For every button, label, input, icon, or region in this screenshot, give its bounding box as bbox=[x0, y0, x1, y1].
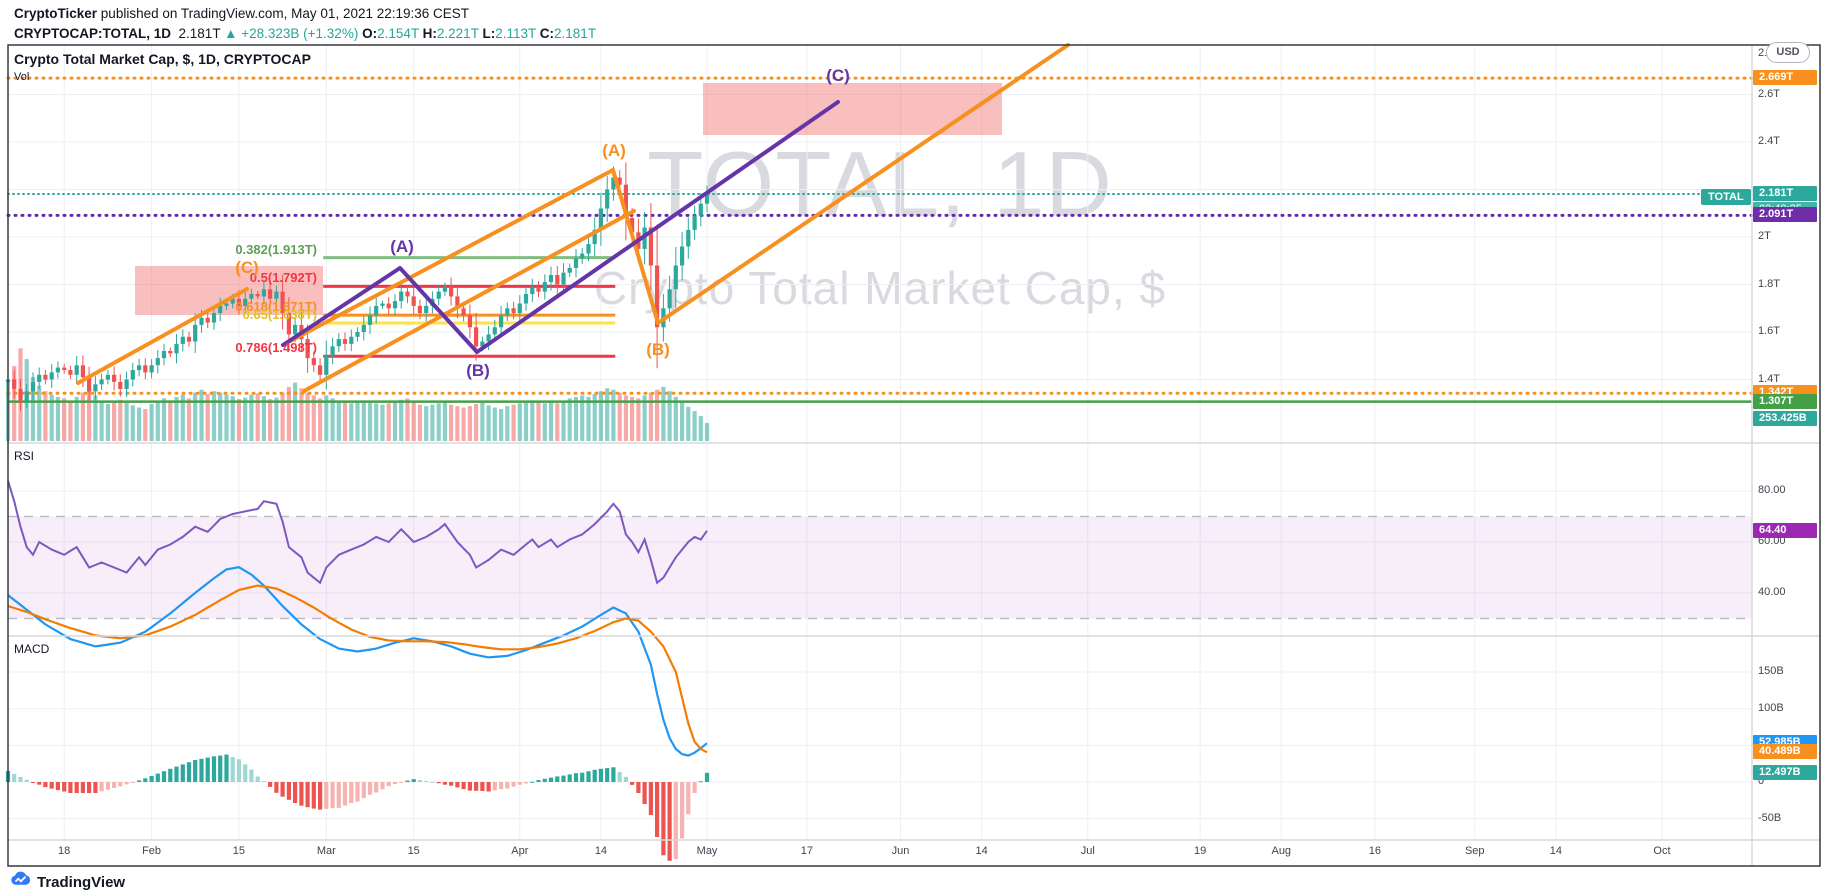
orange-wave-label: (A) bbox=[602, 141, 626, 160]
time-axis-tick[interactable]: Sep bbox=[1464, 845, 1485, 857]
time-axis-tick[interactable]: 19 bbox=[1194, 845, 1207, 857]
time-axis-tick[interactable]: Mar bbox=[316, 845, 336, 857]
publish-info: published on TradingView.com, May 01, 20… bbox=[100, 6, 470, 21]
attribution-line: CryptoTicker published on TradingView.co… bbox=[14, 4, 596, 24]
orange-trend-line bbox=[302, 209, 636, 393]
time-axis-tick[interactable]: Apr bbox=[511, 845, 529, 857]
time-axis-tick[interactable]: 17 bbox=[800, 845, 814, 857]
rsi-axis-tick[interactable]: 40.00 bbox=[1758, 586, 1786, 598]
rsi-value-tag: 64.40 bbox=[1753, 522, 1817, 538]
time-axis-tick[interactable]: Oct bbox=[1653, 845, 1671, 857]
macd-signal-line bbox=[7, 566, 708, 757]
price-change: +28.323B (+1.32%) bbox=[241, 26, 359, 41]
open-label: O: bbox=[362, 26, 378, 41]
watermark-symbol: TOTAL, 1D bbox=[647, 133, 1113, 236]
price-axis-tick[interactable]: 1.8T bbox=[1758, 277, 1781, 290]
last-price: 2.181T bbox=[178, 26, 221, 41]
alert-price-tag: 2.669T bbox=[1753, 70, 1817, 86]
symbol-ohlc-line: CRYPTOCAP:TOTAL, 1D 2.181T ▲ +28.323B (+… bbox=[14, 24, 596, 44]
low-value: 2.113T bbox=[495, 26, 537, 41]
close-label: C: bbox=[539, 26, 555, 41]
fib-level-label: 0.65(1.638T) bbox=[242, 306, 317, 322]
time-axis-tick[interactable]: 16 bbox=[1368, 845, 1381, 857]
highlight-zone bbox=[703, 83, 1002, 135]
macd-indicator-label[interactable]: MACD bbox=[14, 642, 50, 656]
currency-toggle-button[interactable]: USD bbox=[1766, 42, 1810, 63]
tradingview-logo-text: TradingView bbox=[37, 873, 126, 891]
fib-level-label: 0.618(1.671T) bbox=[235, 299, 317, 315]
price-axis-tick[interactable]: 2.4T bbox=[1758, 135, 1781, 147]
orange-trend-line bbox=[281, 168, 615, 347]
purple-wave-line bbox=[281, 100, 840, 354]
macd-axis-tick[interactable]: -50B bbox=[1758, 811, 1782, 824]
up-arrow-icon: ▲ bbox=[224, 26, 238, 41]
time-axis-tick[interactable]: May bbox=[696, 845, 718, 857]
price-axis-tick[interactable]: 1.4T bbox=[1758, 372, 1781, 385]
chart-legend-title[interactable]: Crypto Total Market Cap, $, 1D, CRYPTOCA… bbox=[14, 51, 311, 67]
tradingview-logo-icon bbox=[10, 869, 31, 895]
macd-signal-line bbox=[7, 584, 708, 754]
time-axis-tick[interactable]: 14 bbox=[1549, 845, 1563, 857]
rsi-axis-tick[interactable]: 80.00 bbox=[1758, 484, 1786, 496]
time-axis-tick[interactable]: Jul bbox=[1080, 845, 1095, 857]
watermark-description: Crypto Total Market Cap, $ bbox=[593, 262, 1167, 314]
volume-indicator-label[interactable]: Vol bbox=[14, 71, 30, 83]
macd-axis-tick[interactable]: 100B bbox=[1758, 701, 1784, 714]
low-label: L: bbox=[482, 26, 496, 41]
fib-level-label: 0.382(1.913T) bbox=[235, 241, 317, 257]
close-value: 2.181T bbox=[554, 26, 597, 41]
orange-trend-line bbox=[76, 287, 249, 385]
orange-trend-line bbox=[656, 43, 1070, 325]
fib-level-label: 0.786(1.498T) bbox=[235, 340, 317, 356]
green-level-tag: 1.307T bbox=[1753, 393, 1817, 409]
rsi-axis-tick[interactable]: 60.00 bbox=[1758, 535, 1786, 547]
time-axis-tick[interactable]: 15 bbox=[232, 845, 246, 857]
time-axis-tick[interactable]: 15 bbox=[407, 845, 420, 857]
time-axis-tick[interactable]: Feb bbox=[142, 845, 162, 857]
purple-wave-label: (C) bbox=[826, 66, 850, 85]
orange-wave-label: (B) bbox=[646, 340, 670, 359]
symbol-name: CRYPTOCAP:TOTAL, 1D bbox=[14, 26, 172, 41]
price-axis-tick[interactable]: 1.6T bbox=[1758, 325, 1781, 337]
macd-axis-tick[interactable]: 150B bbox=[1758, 665, 1784, 678]
macd-axis-tick[interactable]: 0 bbox=[1758, 775, 1765, 787]
orange-wave-label: (C) bbox=[235, 258, 259, 277]
last-price-tag: 2.181T bbox=[1753, 186, 1817, 201]
rsi-indicator-label[interactable]: RSI bbox=[14, 449, 35, 463]
purple-wave-label: (B) bbox=[466, 361, 490, 380]
fib-level-label: 0.5(1.792T) bbox=[249, 270, 317, 286]
time-axis-tick[interactable]: 14 bbox=[594, 845, 608, 857]
purple-wave-label: (A) bbox=[390, 237, 414, 256]
time-axis-tick[interactable]: 14 bbox=[975, 845, 988, 857]
tradingview-logo[interactable]: TradingView bbox=[10, 869, 125, 895]
price-axis-tick[interactable]: 2T bbox=[1758, 230, 1771, 242]
time-axis-tick[interactable]: 18 bbox=[58, 845, 71, 857]
purple-level-tag: 2.091T bbox=[1753, 207, 1817, 223]
price-axis-tick[interactable]: 2.6T bbox=[1758, 87, 1781, 100]
price-axis-partial-tick: 2. bbox=[1758, 47, 1768, 59]
rsi-line bbox=[7, 480, 708, 585]
signal-value-tag: 40.489B bbox=[1753, 744, 1817, 760]
volume-value-tag: 253.425B bbox=[1753, 411, 1817, 427]
share-header: CryptoTicker published on TradingView.co… bbox=[14, 4, 596, 44]
author-name: CryptoTicker bbox=[14, 6, 98, 21]
highlight-zone bbox=[135, 266, 323, 315]
high-value: 2.221T bbox=[436, 26, 479, 41]
time-axis-tick[interactable]: Jun bbox=[891, 845, 910, 857]
series-price-tag: TOTAL bbox=[1701, 189, 1751, 205]
time-axis-tick[interactable]: Aug bbox=[1271, 845, 1292, 857]
open-value: 2.154T bbox=[377, 26, 419, 41]
high-label: H: bbox=[422, 26, 437, 41]
orange-trend-line bbox=[611, 168, 660, 325]
histogram-value-tag: 12.497B bbox=[1753, 764, 1817, 780]
